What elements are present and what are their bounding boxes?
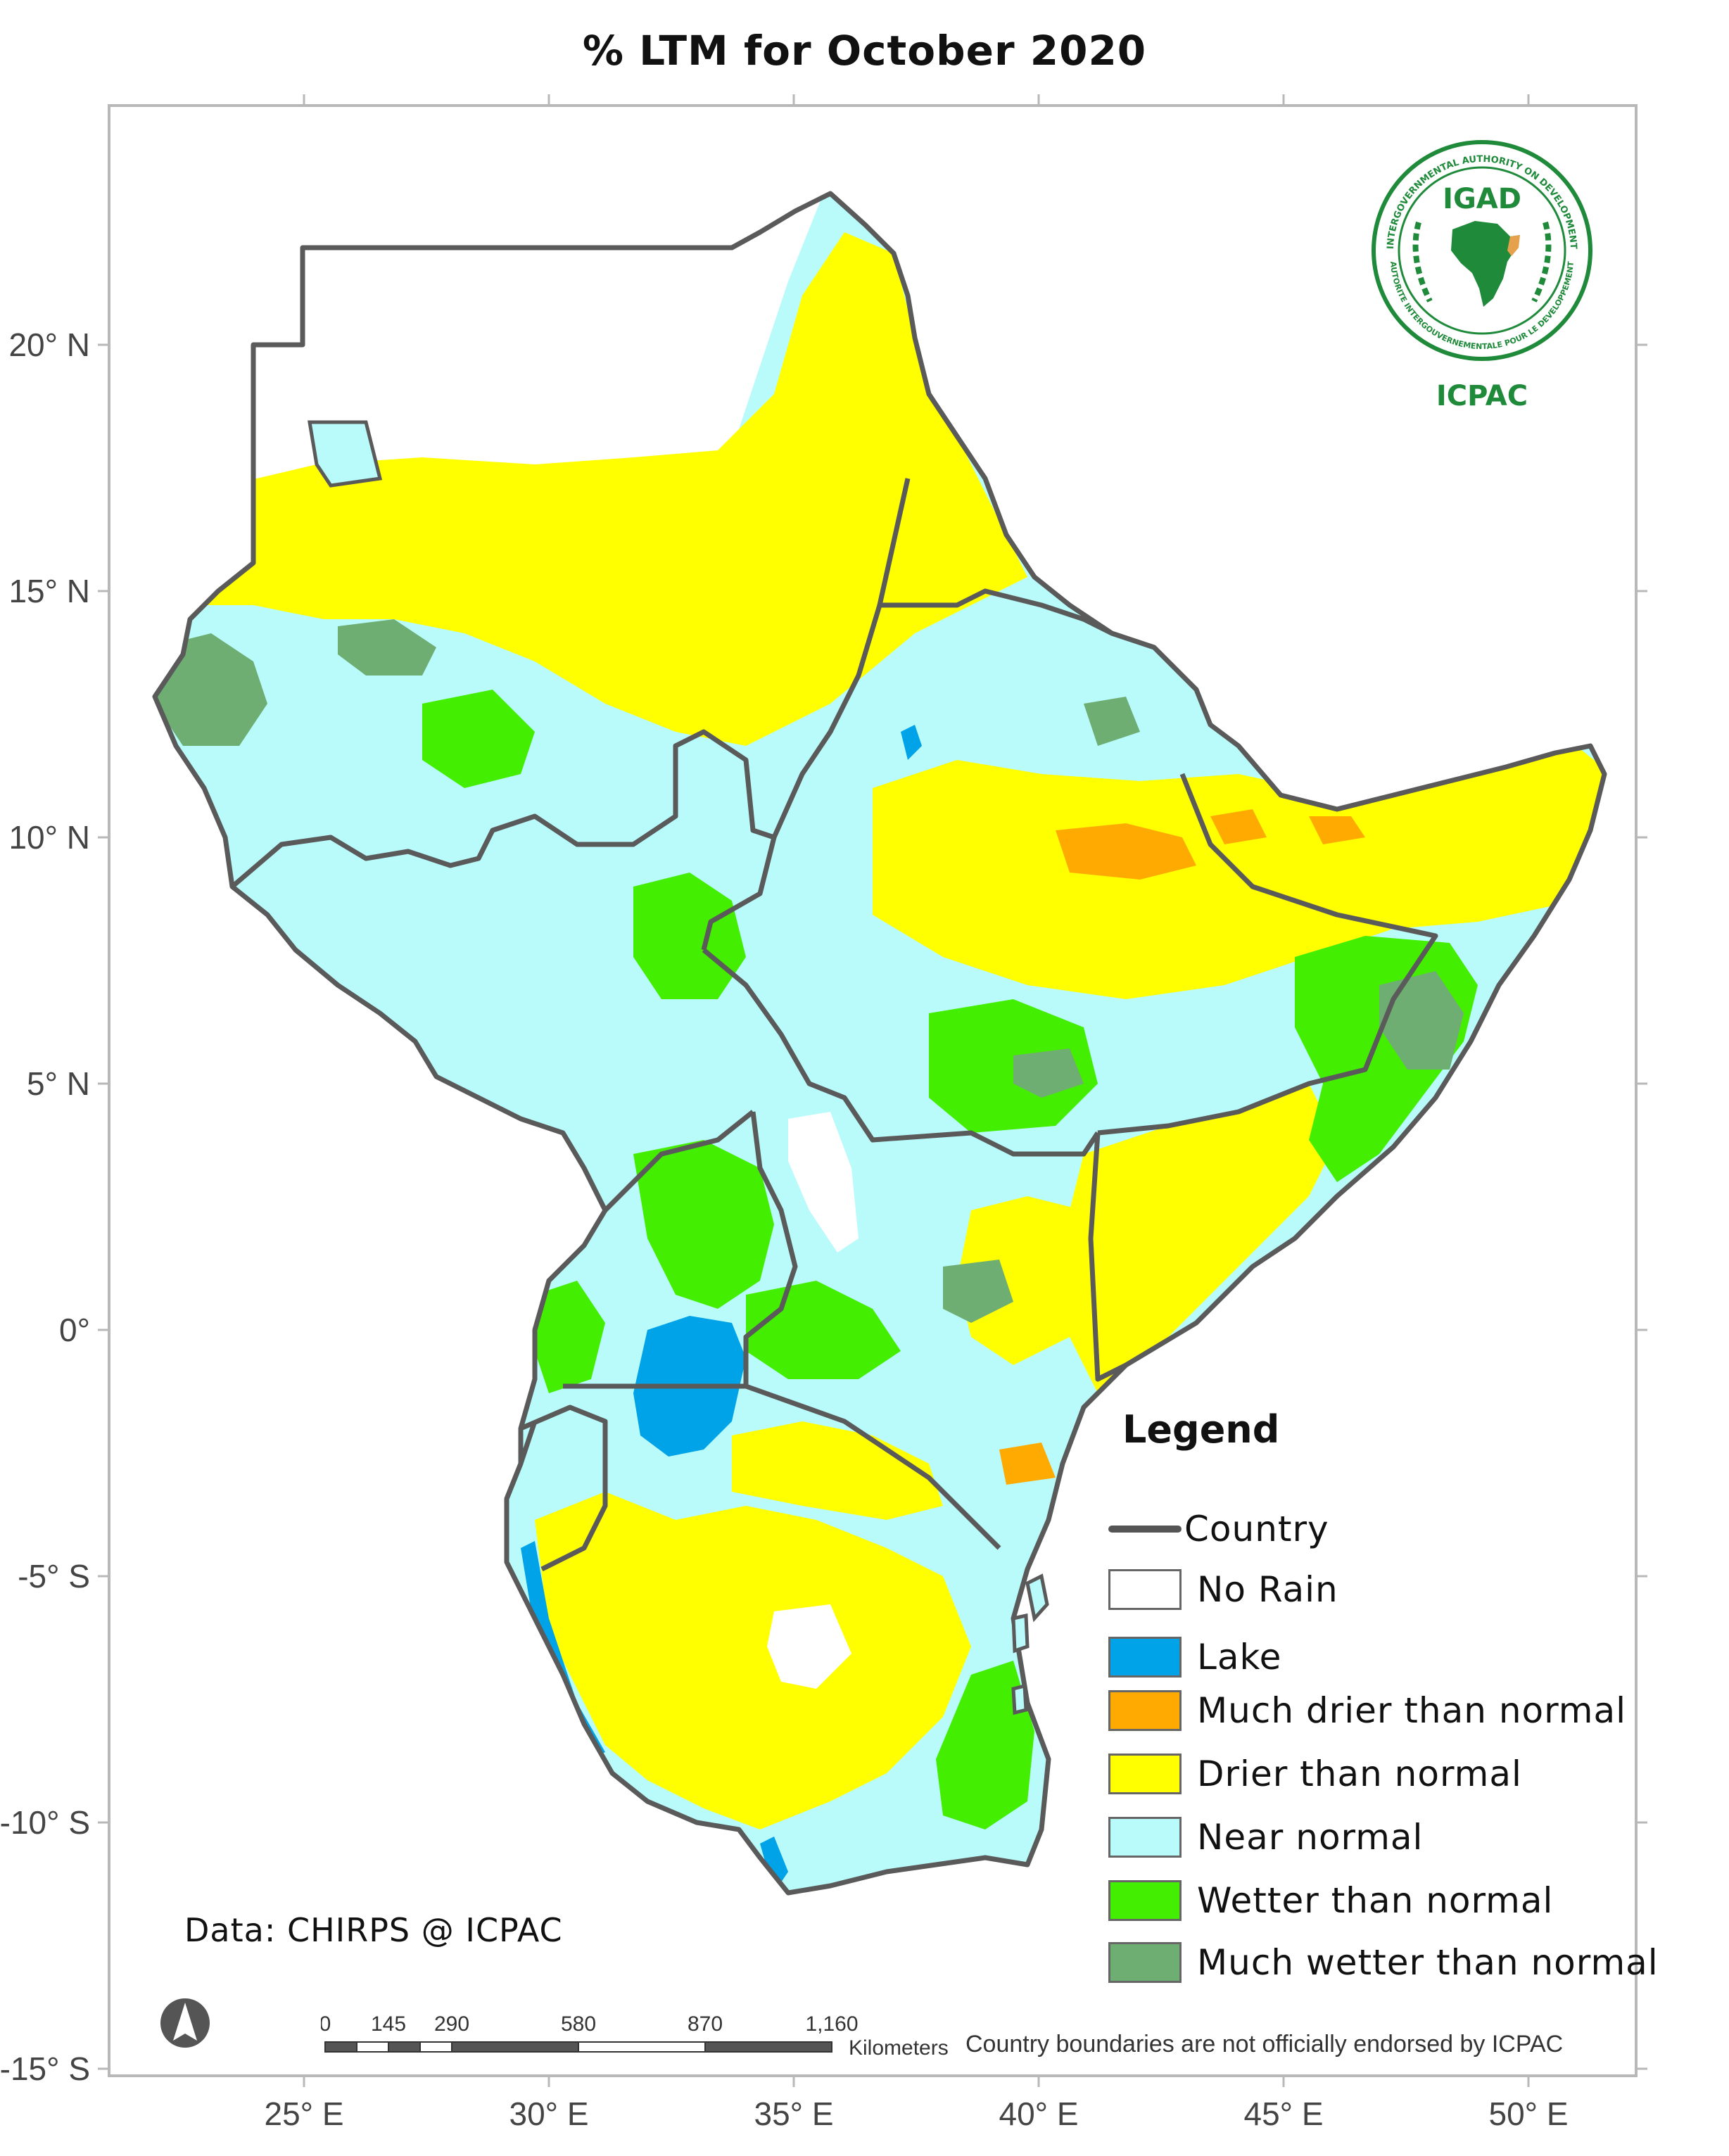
x-tick-label: 50° E (1488, 2095, 1568, 2132)
legend-label: Lake (1197, 1637, 1282, 1678)
legend-label: Much drier than normal (1197, 1690, 1627, 1731)
x-tick-label: 45° E (1243, 2095, 1323, 2132)
logo-acronym: IGAD (1443, 183, 1521, 215)
y-tick-labels: 20° N 15° N 10° N 5° N 0° -5° S -10° S -… (0, 326, 90, 2087)
legend-label: Country (1184, 1509, 1329, 1549)
country-boundaries (152, 191, 1607, 1896)
legend-label: Drier than normal (1197, 1754, 1522, 1794)
legend-swatch (1108, 1942, 1182, 1983)
y-tick-label: 15° N (8, 573, 90, 609)
legend-item: Much wetter than normal (1108, 1939, 1659, 1986)
legend-item: Much drier than normal (1108, 1687, 1626, 1734)
legend-swatch (1108, 1690, 1182, 1731)
scale-label: 580 (561, 2012, 596, 2036)
africa-icon (1451, 221, 1520, 307)
x-tick-marks (303, 94, 1530, 2087)
legend-swatch (1108, 1817, 1182, 1858)
y-tick-label: 0° (59, 1312, 90, 1348)
laurel-right-icon (1531, 221, 1552, 303)
x-tick-label: 40° E (999, 2095, 1078, 2132)
north-arrow-icon (160, 1998, 210, 2048)
legend-label: Near normal (1197, 1817, 1424, 1858)
legend-country: Country (1108, 1506, 1329, 1552)
legend-item: Lake (1108, 1634, 1281, 1680)
y-tick-label: 20° N (8, 326, 90, 363)
data-credit: Data: CHIRPS @ ICPAC (184, 1911, 563, 1949)
legend-item: Near normal (1108, 1814, 1423, 1860)
x-tick-label: 35° E (754, 2095, 833, 2132)
scale-label: 145 (371, 2012, 406, 2036)
y-tick-label: 10° N (8, 819, 90, 856)
y-tick-marks (98, 343, 1647, 2070)
disclaimer: Country boundaries are not officially en… (965, 2031, 1564, 2057)
legend-swatch (1108, 1569, 1182, 1610)
scale-label: 1,160 (805, 2012, 858, 2036)
x-tick-label: 25° E (264, 2095, 343, 2132)
map-frame (108, 104, 1638, 2077)
scale-label: 290 (434, 2012, 469, 2036)
legend-item: Drier than normal (1108, 1751, 1522, 1797)
x-tick-label: 30° E (509, 2095, 588, 2132)
igad-logo: INTERGOVERNMENTAL AUTHORITY ON DEVELOPME… (1372, 140, 1592, 361)
scale-unit: Kilometers (849, 2036, 949, 2060)
legend-swatch (1108, 1754, 1182, 1794)
map-title: % LTM for October 2020 (582, 27, 1147, 75)
laurel-left-icon (1412, 221, 1433, 303)
legend-item: Wetter than normal (1108, 1877, 1553, 1924)
x-tick-labels: 25° E 30° E 35° E 40° E 45° E 50° E (264, 2095, 1568, 2132)
y-tick-label: 5° N (27, 1065, 90, 1102)
country-line-symbol (1108, 1526, 1182, 1533)
islands (308, 420, 1049, 1716)
y-tick-label: -10° S (0, 1804, 90, 1841)
y-tick-label: -5° S (18, 1558, 90, 1594)
scale-label: 0 (321, 2012, 331, 2036)
legend-title: Legend (1122, 1407, 1280, 1452)
legend-item: No Rain (1108, 1566, 1338, 1613)
legend-label: No Rain (1197, 1569, 1338, 1610)
y-tick-label: -15° S (0, 2050, 90, 2087)
scale-bar: 0 145 290 580 870 1,160 Kilometers (321, 2012, 949, 2060)
legend-label: Much wetter than normal (1197, 1942, 1659, 1983)
legend-swatch (1108, 1880, 1182, 1921)
legend-label: Wetter than normal (1197, 1880, 1554, 1921)
logo-caption: ICPAC (1436, 380, 1528, 412)
scale-label: 870 (688, 2012, 723, 2036)
legend-swatch (1108, 1637, 1182, 1678)
